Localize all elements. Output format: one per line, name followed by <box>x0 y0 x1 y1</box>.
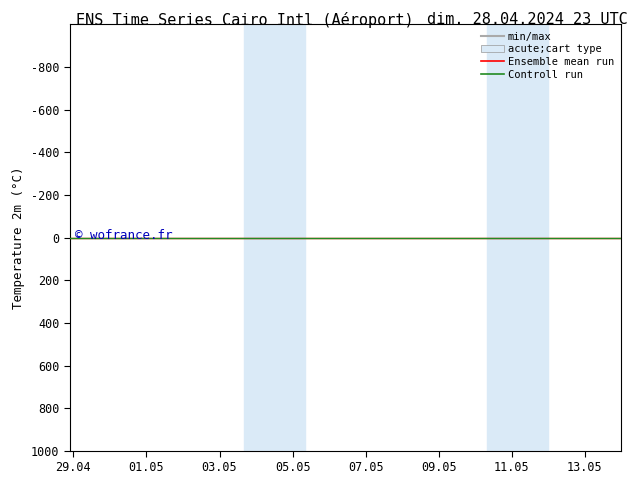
Bar <box>244 24 304 451</box>
Text: ENS Time Series Cairo Intl (Aéroport): ENS Time Series Cairo Intl (Aéroport) <box>76 12 414 28</box>
Text: dim. 28.04.2024 23 UTC: dim. 28.04.2024 23 UTC <box>427 12 628 27</box>
Bar <box>488 24 548 451</box>
Y-axis label: Temperature 2m (°C): Temperature 2m (°C) <box>12 167 25 309</box>
Legend: min/max, acute;cart type, Ensemble mean run, Controll run: min/max, acute;cart type, Ensemble mean … <box>479 30 616 82</box>
Text: © wofrance.fr: © wofrance.fr <box>75 229 172 242</box>
